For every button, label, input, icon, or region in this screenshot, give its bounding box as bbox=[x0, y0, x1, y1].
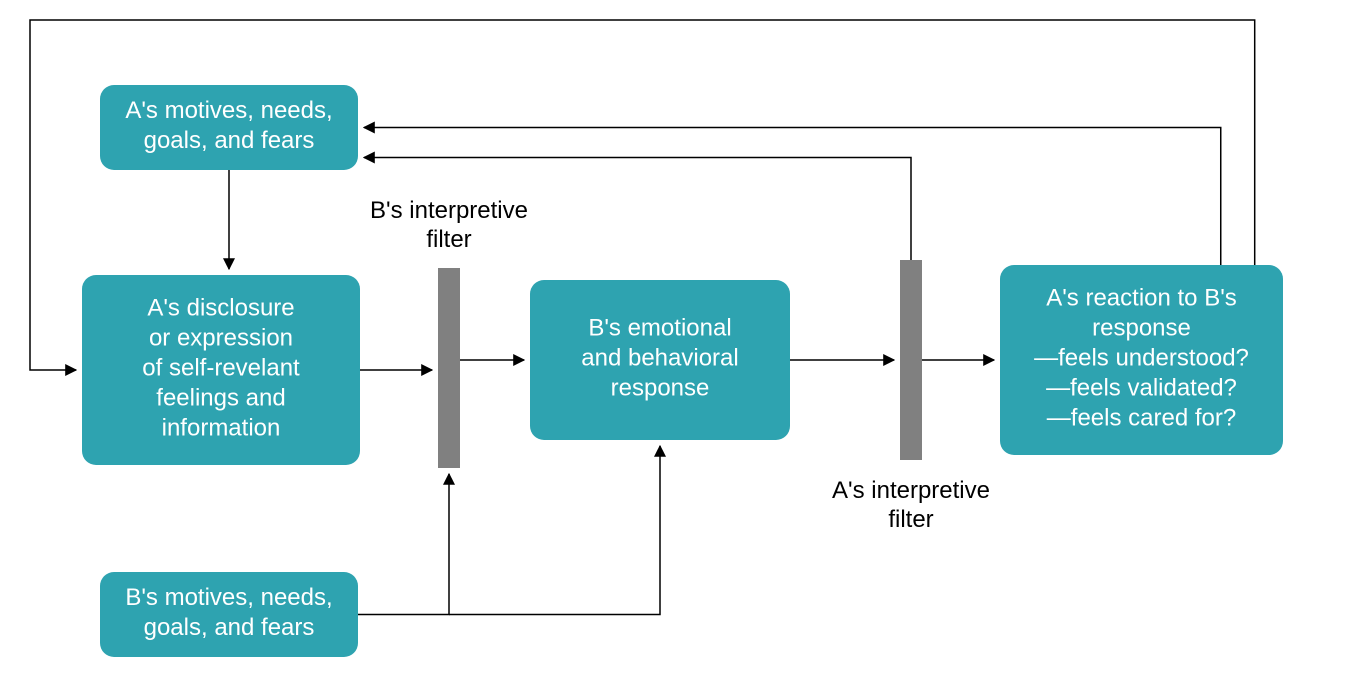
label-b_filter_label-line1: filter bbox=[426, 226, 471, 253]
node-a_reaction-line4: —feels cared for? bbox=[1047, 404, 1236, 431]
node-a_disclosure-line1: or expression bbox=[149, 324, 293, 351]
node-a_motives: A's motives, needs, goals, and fears bbox=[100, 85, 358, 170]
node-b_response-line0: B's emotional bbox=[588, 314, 731, 341]
node-b_motives-line1: goals, and fears bbox=[144, 614, 315, 641]
node-b_motives-line0: B's motives, needs, bbox=[125, 584, 332, 611]
edge bbox=[358, 474, 449, 615]
filter-a_filter bbox=[900, 260, 922, 460]
node-a_reaction-line0: A's reaction to B's bbox=[1046, 284, 1237, 311]
node-b_motives: B's motives, needs, goals, and fears bbox=[100, 572, 358, 657]
label-a_filter_label-line1: filter bbox=[888, 506, 933, 533]
node-a_disclosure-line0: A's disclosure bbox=[147, 294, 294, 321]
node-a_motives-line0: A's motives, needs, bbox=[125, 97, 332, 124]
node-a_reaction: A's reaction to B's response —feels unders… bbox=[1000, 265, 1283, 455]
edge bbox=[449, 446, 660, 615]
node-a_reaction-line3: —feels validated? bbox=[1046, 374, 1237, 401]
node-a_disclosure-line2: of self-revelant bbox=[142, 354, 300, 381]
node-b_response-line2: response bbox=[611, 374, 710, 401]
node-a_disclosure: A's disclosure or expression of self-revel… bbox=[82, 275, 360, 465]
intimacy-process-diagram: A's motives, needs, goals, and fears A's d… bbox=[0, 0, 1355, 683]
node-a_disclosure-line3: feelings and bbox=[156, 384, 285, 411]
node-a_disclosure-line4: information bbox=[162, 414, 281, 441]
node-b_response-line1: and behavioral bbox=[581, 344, 738, 371]
label-a_filter_label-line0: A's interpretive bbox=[832, 477, 990, 504]
filter-b_filter bbox=[438, 268, 460, 468]
node-a_motives-line1: goals, and fears bbox=[144, 127, 315, 154]
node-b_response: B's emotional and behavioral response bbox=[530, 280, 790, 440]
node-a_reaction-line2: —feels understood? bbox=[1034, 344, 1249, 371]
node-a_reaction-line1: response bbox=[1092, 314, 1191, 341]
label-b_filter_label-line0: B's interpretive bbox=[370, 197, 528, 224]
